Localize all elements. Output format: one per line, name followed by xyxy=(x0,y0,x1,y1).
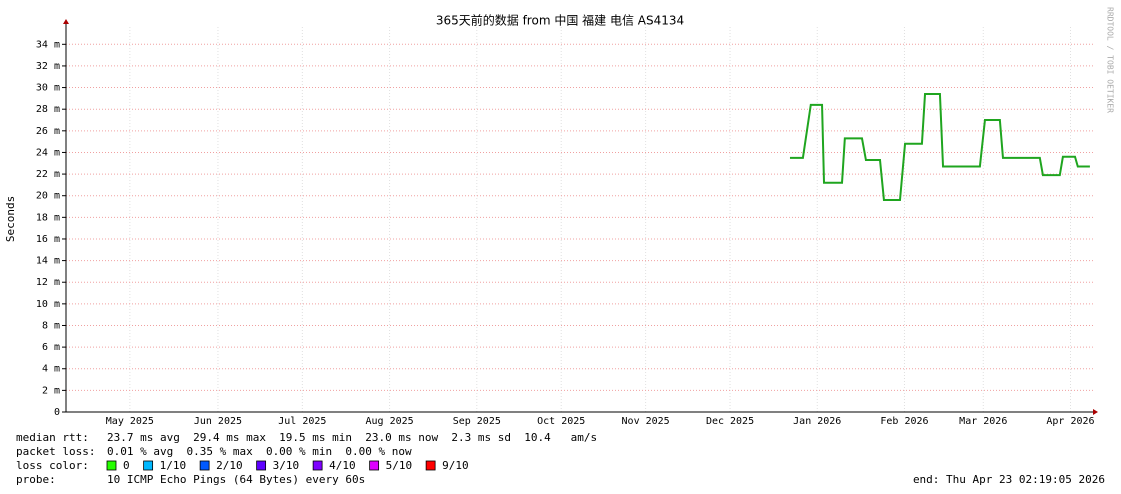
legend-swatch xyxy=(199,460,210,471)
x-tick-label: Jul 2025 xyxy=(278,416,326,427)
y-tick-label: 14 m xyxy=(36,256,60,267)
y-tick-label: 26 m xyxy=(36,126,60,137)
legend-item: 0 xyxy=(123,459,130,472)
legend-item: 1/10 xyxy=(160,459,187,472)
y-tick-label: 28 m xyxy=(36,104,60,115)
x-tick-label: Nov 2025 xyxy=(622,416,670,427)
y-axis-label: Seconds xyxy=(4,196,17,242)
x-tick-label: Feb 2026 xyxy=(880,416,928,427)
x-tick-label: Jun 2025 xyxy=(194,416,242,427)
y-tick-label: 16 m xyxy=(36,234,60,245)
y-tick-label: 4 m xyxy=(42,364,60,375)
legend-label: packet loss: xyxy=(16,445,95,458)
legend-item: 9/10 xyxy=(442,459,469,472)
legend-label: probe: xyxy=(16,473,56,486)
x-tick-label: May 2025 xyxy=(106,416,154,427)
legend-item: 2/10 xyxy=(216,459,243,472)
credit: RRDTOOL / TOBI OETIKER xyxy=(1106,7,1115,113)
legend-swatch xyxy=(369,460,380,471)
x-tick-label: Aug 2025 xyxy=(365,416,413,427)
y-tick-label: 12 m xyxy=(36,277,60,288)
axis-arrow xyxy=(1093,409,1098,415)
x-tick-label: Jan 2026 xyxy=(793,416,841,427)
y-tick-label: 20 m xyxy=(36,191,60,202)
y-tick-label: 0 xyxy=(54,407,60,418)
legend-item: 5/10 xyxy=(386,459,413,472)
x-tick-label: Oct 2025 xyxy=(537,416,585,427)
legend-label: median rtt: xyxy=(16,431,89,444)
y-tick-label: 30 m xyxy=(36,83,60,94)
chart-title: 365天前的数据 from 中国 福建 电信 AS4134 xyxy=(436,13,684,28)
x-tick-label: Mar 2026 xyxy=(959,416,1007,427)
y-tick-label: 18 m xyxy=(36,212,60,223)
y-tick-label: 10 m xyxy=(36,299,60,310)
x-tick-label: Dec 2025 xyxy=(706,416,754,427)
x-tick-label: Apr 2026 xyxy=(1046,416,1094,427)
y-tick-label: 24 m xyxy=(36,147,60,158)
legend-swatch xyxy=(106,460,117,471)
y-tick-label: 2 m xyxy=(42,385,60,396)
y-tick-label: 22 m xyxy=(36,169,60,180)
y-tick-label: 8 m xyxy=(42,320,60,331)
legend-item: 4/10 xyxy=(329,459,356,472)
legend-text: 0.01 % avg 0.35 % max 0.00 % min 0.00 % … xyxy=(107,445,412,458)
y-tick-label: 6 m xyxy=(42,342,60,353)
legend-swatch xyxy=(256,460,267,471)
legend-text: 10 ICMP Echo Pings (64 Bytes) every 60s xyxy=(107,473,365,486)
legend-text: 23.7 ms avg 29.4 ms max 19.5 ms min 23.0… xyxy=(107,431,597,444)
end-time: end: Thu Apr 23 02:19:05 2026 xyxy=(913,473,1105,486)
x-tick-label: Sep 2025 xyxy=(453,416,501,427)
y-tick-label: 34 m xyxy=(36,39,60,50)
legend-swatch xyxy=(143,460,154,471)
y-tick-label: 32 m xyxy=(36,61,60,72)
median-line xyxy=(789,93,1090,202)
legend-item: 3/10 xyxy=(273,459,300,472)
legend-label: loss color: xyxy=(16,459,89,472)
axis-arrow xyxy=(63,19,69,24)
legend-swatch xyxy=(425,460,436,471)
legend-swatch xyxy=(312,460,323,471)
